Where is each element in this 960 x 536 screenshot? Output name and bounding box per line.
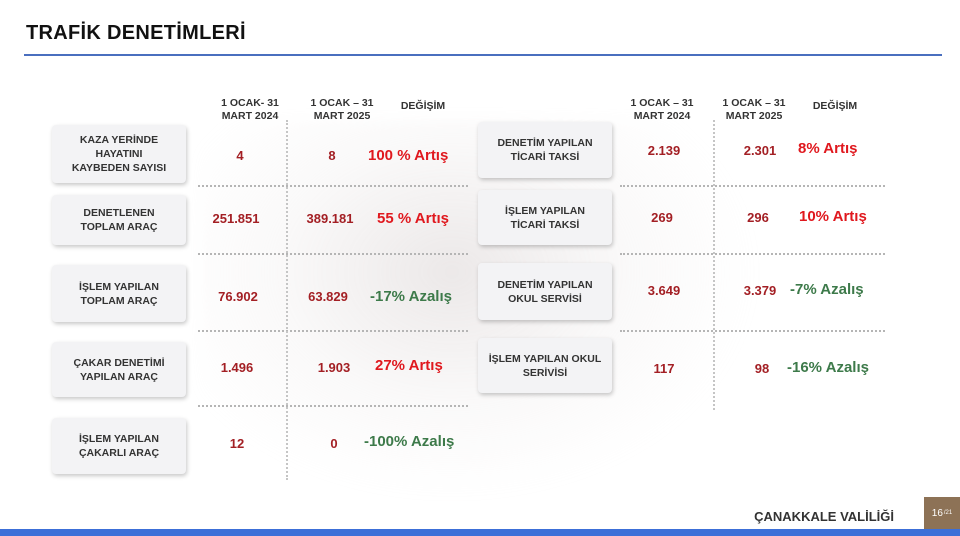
left-row-1-2025: 8: [328, 148, 336, 163]
page-total: /21: [943, 510, 953, 516]
left-row-5-label: İŞLEM YAPILAN ÇAKARLI ARAÇ: [52, 418, 186, 474]
page-title: TRAFİK DENETİMLERİ: [26, 22, 246, 44]
left-row-3-2025: 63.829: [308, 289, 348, 304]
row-divider: [198, 405, 468, 407]
right-row-2-change: 10% Artış: [799, 208, 867, 225]
left-row-2-change: 55 % Artış: [377, 210, 449, 227]
left-row-4-label: ÇAKAR DENETİMİ YAPILAN ARAÇ: [52, 342, 186, 397]
row-divider: [198, 330, 468, 332]
right-row-3-2024: 3.649: [647, 283, 681, 298]
right-row-3-2025: 3.379: [743, 283, 777, 298]
right-header-change: DEĞİŞİM: [812, 100, 858, 112]
left-row-1-change: 100 % Artış: [368, 147, 449, 164]
right-row-4-2025: 98: [754, 361, 770, 376]
column-divider: [713, 120, 715, 410]
right-row-2-2024: 269: [651, 210, 673, 225]
page-number: 16: [931, 507, 943, 519]
left-row-2-2024: 251.851: [212, 211, 260, 226]
left-row-3-change: -17% Azalış: [370, 288, 452, 305]
row-divider: [620, 253, 885, 255]
left-row-4-2024: 1.496: [220, 360, 254, 375]
right-row-3-change: -7% Azalış: [790, 281, 864, 298]
right-row-4-label: İŞLEM YAPILAN OKUL SERİVİSİ: [478, 338, 612, 393]
right-row-1-change: 8% Artış: [798, 140, 858, 157]
left-row-5-2024: 12: [229, 436, 245, 451]
right-row-1-2025: 2.301: [743, 143, 777, 158]
right-row-4-2024: 117: [653, 361, 675, 376]
right-row-2-label: İŞLEM YAPILAN TİCARİ TAKSİ: [478, 190, 612, 245]
row-divider: [620, 330, 885, 332]
page-number-badge: 16 /21: [924, 497, 960, 529]
left-row-3-label: İŞLEM YAPILAN TOPLAM ARAÇ: [52, 265, 186, 322]
right-header-2024: 1 OCAK – 31 MART 2024: [630, 97, 694, 122]
right-row-4-change: -16% Azalış: [787, 359, 869, 376]
left-row-5-2025: 0: [330, 436, 338, 451]
column-divider: [286, 120, 288, 480]
left-row-5-change: -100% Azalış: [364, 433, 455, 450]
row-divider: [198, 185, 468, 187]
right-row-1-label: DENETİM YAPILAN TİCARİ TAKSİ: [478, 122, 612, 178]
left-row-2-2025: 389.181: [306, 211, 354, 226]
left-header-2024: 1 OCAK- 31 MART 2024: [221, 97, 279, 122]
title-divider: [24, 54, 942, 56]
row-divider: [198, 253, 468, 255]
footer-organization: ÇANAKKALE VALİLİĞİ: [754, 509, 894, 524]
left-row-4-2025: 1.903: [317, 360, 351, 375]
right-header-2025: 1 OCAK – 31 MART 2025: [722, 97, 786, 122]
left-row-2-label: DENETLENEN TOPLAM ARAÇ: [52, 195, 186, 245]
left-header-2025: 1 OCAK – 31 MART 2025: [310, 97, 374, 122]
right-row-2-2025: 296: [747, 210, 769, 225]
right-row-1-2024: 2.139: [647, 143, 681, 158]
left-row-1-2024: 4: [236, 148, 244, 163]
footer-bar: [0, 529, 960, 536]
row-divider: [620, 185, 885, 187]
left-header-change: DEĞİŞİM: [400, 100, 446, 112]
left-row-3-2024: 76.902: [218, 289, 258, 304]
right-row-3-label: DENETİM YAPILAN OKUL SERVİSİ: [478, 263, 612, 320]
left-row-4-change: 27% Artış: [375, 357, 443, 374]
left-row-1-label: KAZA YERİNDE HAYATINI KAYBEDEN SAYISI: [52, 125, 186, 183]
